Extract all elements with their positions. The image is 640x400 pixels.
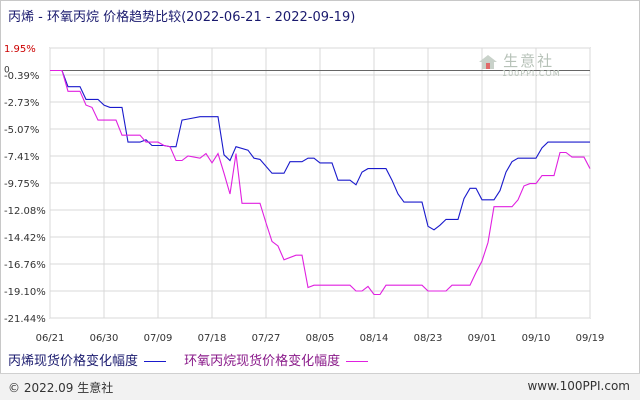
chart-title: 丙烯 - 环氧丙烷 价格趋势比较(2022-06-21 - 2022-09-19… bbox=[8, 10, 356, 25]
y-tick-label: -7.41% bbox=[4, 152, 39, 163]
y-tick-label: -5.07% bbox=[4, 125, 39, 136]
footer-site-link[interactable]: www.100PPI.com bbox=[527, 379, 630, 393]
x-tick-label: 07/09 bbox=[144, 333, 173, 344]
legend-label-2: 环氧丙烷现货价格变化幅度 bbox=[184, 354, 341, 369]
y-tick-label: 1.95% bbox=[4, 44, 36, 55]
x-tick-label: 09/01 bbox=[468, 333, 497, 344]
x-tick-label: 06/21 bbox=[36, 333, 65, 344]
legend-item-2: 环氧丙烷现货价格变化幅度 bbox=[184, 350, 382, 369]
legend-swatch-1 bbox=[144, 361, 167, 362]
footer-bar: © 2022.09 生意社 www.100PPI.com bbox=[0, 373, 640, 400]
y-tick-label: -2.73% bbox=[4, 98, 39, 109]
chart-legend: 丙烯现货价格变化幅度 环氧丙烷现货价格变化幅度 bbox=[8, 350, 382, 369]
x-tick-label: 07/18 bbox=[198, 333, 227, 344]
watermark-name: 生意社 bbox=[503, 52, 555, 70]
x-tick-label: 08/14 bbox=[360, 333, 389, 344]
watermark-logo: 生意社 100PPI.COM bbox=[478, 50, 561, 78]
watermark-url: 100PPI.COM bbox=[502, 69, 561, 78]
y-tick-label: -14.42% bbox=[4, 233, 46, 244]
x-tick-label: 09/19 bbox=[576, 333, 605, 344]
y-tick-label: -0.39% bbox=[4, 71, 39, 82]
legend-label-1: 丙烯现货价格变化幅度 bbox=[8, 354, 139, 369]
y-tick-label: -21.44% bbox=[4, 314, 46, 325]
y-tick-label: -12.08% bbox=[4, 206, 46, 217]
legend-item-1: 丙烯现货价格变化幅度 bbox=[8, 350, 180, 369]
y-tick-label: -19.10% bbox=[4, 287, 46, 298]
x-tick-label: 06/30 bbox=[90, 333, 119, 344]
line-chart: 1.95% -0.39% -2.73% -5.07% -7.41% -9.75% -12.0… bbox=[4, 44, 605, 344]
house-icon bbox=[479, 54, 497, 69]
y-tick-label: -9.75% bbox=[4, 179, 39, 190]
x-tick-label: 09/10 bbox=[522, 333, 551, 344]
zero-label: 0 bbox=[4, 66, 10, 76]
series-line-1 bbox=[50, 69, 590, 231]
footer-copyright: © 2022.09 生意社 bbox=[8, 381, 114, 395]
series-line-2 bbox=[50, 69, 591, 296]
legend-swatch-2 bbox=[346, 361, 369, 362]
x-tick-label: 07/27 bbox=[252, 333, 281, 344]
y-tick-label: -16.76% bbox=[4, 260, 46, 271]
x-tick-label: 08/05 bbox=[306, 333, 335, 344]
x-tick-label: 08/23 bbox=[414, 333, 443, 344]
